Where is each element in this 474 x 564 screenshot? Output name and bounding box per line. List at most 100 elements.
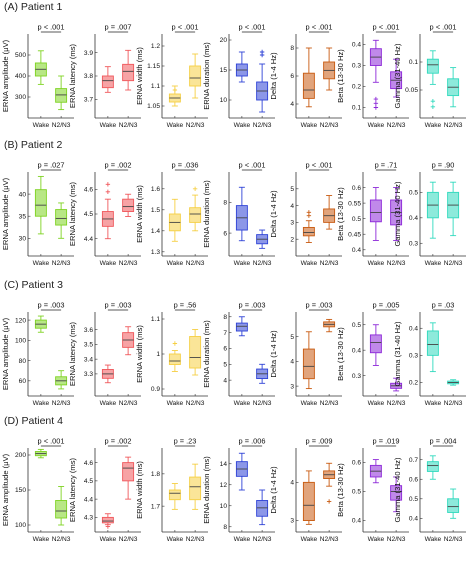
x-tick-label: N2/N3 bbox=[253, 536, 272, 543]
panel-label-a: (A) Patient 1 bbox=[4, 1, 63, 13]
p-value-label: p = .002 bbox=[105, 437, 132, 446]
x-tick-label: Wake bbox=[100, 122, 117, 129]
y-tick-label: 4 bbox=[290, 203, 294, 210]
p-value-label: p = .23 bbox=[174, 437, 197, 446]
box bbox=[122, 63, 135, 82]
y-axis-label: Delta (1-4 Hz) bbox=[269, 466, 278, 514]
y-tick-label: 4.5 bbox=[84, 211, 93, 218]
y-tick-label: 5 bbox=[290, 334, 294, 341]
y-tick-label: 0.6 bbox=[352, 185, 361, 192]
x-tick-label: Wake bbox=[234, 400, 251, 407]
y-tick-label: 0.3 bbox=[409, 353, 418, 360]
y-axis-label: ERNA width (ms) bbox=[135, 461, 144, 519]
p-value-label: p = .003 bbox=[38, 301, 65, 310]
x-tick-label: Wake bbox=[368, 122, 385, 129]
y-axis-label: ERNA width (ms) bbox=[135, 47, 144, 105]
y-axis-label: ERNA duration (ms) bbox=[202, 180, 211, 248]
p-value-label: p = .006 bbox=[239, 437, 266, 446]
p-value-label: p = .005 bbox=[373, 301, 400, 310]
x-tick-label: Wake bbox=[301, 536, 318, 543]
box bbox=[390, 485, 403, 501]
y-axis-label: Delta (1-4 Hz) bbox=[269, 330, 278, 378]
y-tick-label: 0.5 bbox=[352, 322, 361, 329]
box bbox=[101, 75, 114, 89]
y-tick-label: 12 bbox=[220, 482, 228, 489]
chart-a-5: 4 6 8 Delta (1-4 Hz) Wake N2/N3 p < .001 bbox=[269, 23, 342, 129]
chart-a-6: 0.1 0.2 0.3 0.4 Beta (13-30 Hz) Wake N2/N3 p < … bbox=[336, 23, 409, 129]
y-axis-label: Gamma (31-40 Hz) bbox=[393, 43, 402, 108]
y-tick-label: 0.3 bbox=[352, 63, 361, 70]
box bbox=[302, 226, 315, 237]
y-tick-label: 1.7 bbox=[151, 503, 160, 510]
p-value-label: p = .036 bbox=[172, 161, 199, 170]
x-tick-label: N2/N3 bbox=[444, 536, 463, 543]
y-tick-label: 1.1 bbox=[151, 83, 160, 90]
y-axis-label: Gamma (31-40 Hz) bbox=[393, 321, 402, 386]
box bbox=[122, 198, 135, 212]
y-axis-label: Delta (1-4 Hz) bbox=[269, 190, 278, 238]
y-tick-label: 60 bbox=[19, 378, 27, 385]
chart-a-1: 300 400 500 ERNA amplitude (μV) Wake N2/N3 p <… bbox=[1, 23, 74, 129]
chart-c-5: 3 4 5 Delta (1-4 Hz) Wake N2/N3 p = .003 bbox=[269, 301, 342, 407]
y-axis-label: ERNA width (ms) bbox=[135, 325, 144, 383]
y-tick-label: 8 bbox=[223, 200, 227, 207]
y-axis-label: ERNA width (ms) bbox=[135, 185, 144, 243]
outlier-point bbox=[373, 101, 379, 106]
p-value-label: p = .003 bbox=[105, 301, 132, 310]
outlier-point bbox=[172, 87, 178, 93]
x-tick-label: Wake bbox=[425, 400, 442, 407]
x-tick-label: Wake bbox=[368, 260, 385, 267]
box bbox=[189, 65, 202, 87]
y-tick-label: 3 bbox=[290, 383, 294, 390]
p-value-label: p = .009 bbox=[306, 437, 333, 446]
box bbox=[369, 334, 382, 354]
box bbox=[55, 88, 68, 103]
p-value-label: p < .001 bbox=[239, 23, 266, 32]
y-tick-label: 1.4 bbox=[151, 228, 160, 235]
y-tick-label: 1.2 bbox=[151, 43, 160, 50]
y-tick-label: 0.55 bbox=[348, 200, 361, 207]
chart-d-7: 0.4 0.5 0.6 0.7 Gamma (31-40 Hz) Wake N2/N3 p =… bbox=[393, 437, 466, 543]
outlier-point bbox=[373, 96, 379, 102]
y-tick-label: 6 bbox=[290, 73, 294, 80]
y-tick-label: 4.6 bbox=[84, 186, 93, 193]
p-value-label: p = .007 bbox=[105, 23, 132, 32]
box bbox=[189, 476, 202, 501]
x-tick-label: N2/N3 bbox=[253, 122, 272, 129]
y-tick-label: 120 bbox=[15, 317, 26, 324]
y-tick-label: 3.4 bbox=[84, 356, 93, 363]
y-tick-label: 0.6 bbox=[352, 460, 361, 467]
y-tick-label: 0.7 bbox=[409, 457, 418, 464]
y-tick-label: 3.7 bbox=[84, 97, 93, 104]
x-tick-label: N2/N3 bbox=[320, 400, 339, 407]
y-axis-label: ERNA amplitude (μV) bbox=[1, 177, 10, 250]
y-axis-label: ERNA amplitude (μV) bbox=[1, 453, 10, 526]
y-tick-label: 2 bbox=[290, 236, 294, 243]
box bbox=[122, 462, 135, 482]
p-value-label: p = .003 bbox=[239, 301, 266, 310]
x-tick-label: N2/N3 bbox=[186, 400, 205, 407]
y-tick-label: 0.05 bbox=[405, 87, 418, 94]
y-tick-label: 0.4 bbox=[409, 516, 418, 523]
chart-c-3: 0.9 1 1.1 ERNA width (ms) Wake N2/N3 p = .56 bbox=[135, 301, 208, 407]
y-tick-label: 100 bbox=[15, 522, 26, 529]
y-axis-label: ERNA duration (ms) bbox=[202, 42, 211, 110]
y-axis-label: Delta (1-4 Hz) bbox=[269, 52, 278, 100]
y-tick-label: 7 bbox=[223, 330, 227, 337]
outlier-point bbox=[105, 524, 111, 529]
y-tick-label: 0.5 bbox=[352, 216, 361, 223]
y-tick-label: 3.3 bbox=[84, 371, 93, 378]
x-tick-label: N2/N3 bbox=[320, 260, 339, 267]
p-value-label: p = .027 bbox=[38, 161, 65, 170]
chart-d-6: 0.4 0.5 0.6 Beta (13-30 Hz) Wake N2/N3 p = .01… bbox=[336, 437, 409, 543]
y-tick-label: 0.4 bbox=[352, 518, 361, 525]
y-tick-label: 0.3 bbox=[409, 240, 418, 247]
y-tick-label: 500 bbox=[15, 52, 26, 59]
x-tick-label: Wake bbox=[167, 122, 184, 129]
outlier-point bbox=[192, 186, 198, 191]
p-value-label: p = .90 bbox=[432, 161, 455, 170]
x-tick-label: N2/N3 bbox=[186, 122, 205, 129]
y-tick-label: 3 bbox=[290, 518, 294, 525]
y-tick-label: 8 bbox=[290, 45, 294, 52]
